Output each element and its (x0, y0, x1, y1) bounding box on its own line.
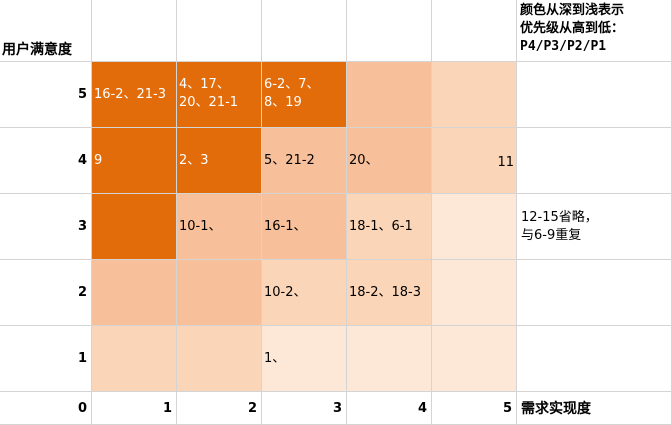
right-empty-cell[interactable] (517, 260, 672, 326)
priority-cell[interactable] (92, 194, 177, 260)
y-tick-label: 2 (0, 260, 92, 326)
side-note: 12-15省略， 与6-9重复 (517, 194, 672, 260)
priority-cell[interactable]: 16-2、21-3 (92, 62, 177, 128)
priority-cell[interactable] (347, 62, 432, 128)
y-tick-label: 4 (0, 128, 92, 194)
header-cell[interactable] (432, 0, 517, 62)
legend-note: 颜色从深到浅表示 优先级从高到低： P4/P3/P2/P1 (517, 0, 672, 62)
priority-cell[interactable]: 2、3 (177, 128, 262, 194)
priority-cell[interactable] (432, 62, 517, 128)
priority-cell[interactable]: 4、17、 20、21-1 (177, 62, 262, 128)
priority-cell[interactable]: 20、 (347, 128, 432, 194)
x-axis-title: 需求实现度 (517, 392, 672, 425)
y-axis-title: 用户满意度 (0, 0, 92, 62)
priority-cell[interactable]: 18-2、18-3 (347, 260, 432, 326)
x-tick-label: 1 (92, 392, 177, 425)
right-empty-cell[interactable] (517, 128, 672, 194)
x-tick-label: 3 (262, 392, 347, 425)
priority-cell[interactable] (92, 260, 177, 326)
y-tick-label: 3 (0, 194, 92, 260)
x-tick-label: 0 (0, 392, 92, 425)
priority-cell[interactable]: 10-1、 (177, 194, 262, 260)
x-tick-label: 5 (432, 392, 517, 425)
header-cell[interactable] (262, 0, 347, 62)
priority-cell[interactable]: 6-2、7、 8、19 (262, 62, 347, 128)
priority-cell[interactable]: 10-2、 (262, 260, 347, 326)
right-empty-cell[interactable] (517, 326, 672, 392)
priority-cell[interactable] (347, 326, 432, 392)
x-tick-label: 2 (177, 392, 262, 425)
header-cell[interactable] (92, 0, 177, 62)
header-cell[interactable] (177, 0, 262, 62)
y-tick-label: 1 (0, 326, 92, 392)
y-tick-label: 5 (0, 62, 92, 128)
priority-cell[interactable] (432, 260, 517, 326)
priority-cell[interactable] (92, 326, 177, 392)
priority-cell[interactable] (432, 326, 517, 392)
priority-cell[interactable]: 1、 (262, 326, 347, 392)
priority-cell[interactable]: 18-1、6-1 (347, 194, 432, 260)
priority-cell[interactable]: 11 (432, 128, 517, 194)
priority-cell[interactable] (177, 260, 262, 326)
priority-cell[interactable] (177, 326, 262, 392)
priority-cell[interactable]: 9 (92, 128, 177, 194)
priority-cell[interactable] (432, 194, 517, 260)
right-empty-cell[interactable] (517, 62, 672, 128)
priority-cell[interactable]: 5、21-2 (262, 128, 347, 194)
priority-cell[interactable]: 16-1、 (262, 194, 347, 260)
x-tick-label: 4 (347, 392, 432, 425)
header-cell[interactable] (347, 0, 432, 62)
